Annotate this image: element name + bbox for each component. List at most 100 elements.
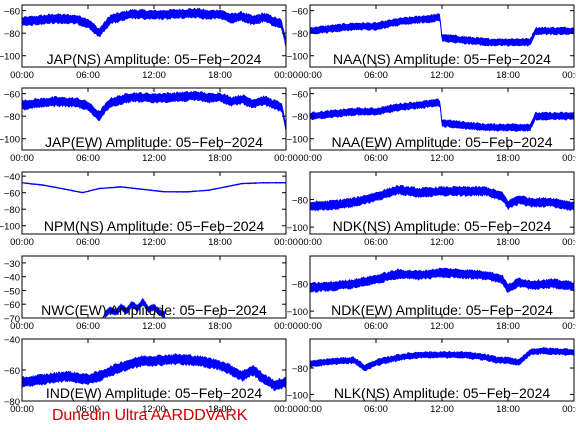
series-line-4-0: [22, 182, 286, 194]
x-tick-label: 06:00: [364, 153, 388, 164]
x-tick-label: 18:00: [208, 70, 232, 81]
series-line-7-0: [310, 271, 574, 290]
x-tick-label: 00:00: [298, 404, 322, 415]
panel-4: −100 −80 −60 −40 00:00 06:00 12:00 18:00 00:00 NP…: [0, 171, 298, 248]
series-band-7-0: [310, 267, 574, 293]
y-tick-label: −80: [292, 364, 308, 375]
series-line-0-0: [22, 12, 286, 45]
y-tick-label: −60: [4, 300, 20, 311]
panel-3: −100 −80 −60 00:00 06:00 12:00 18:00 00:00 NAA(E…: [287, 87, 576, 164]
x-tick-label: 18:00: [496, 321, 520, 332]
y-tick-label: −60: [4, 90, 20, 101]
y-tick-label: −100: [0, 52, 20, 63]
y-tick-label: −80: [292, 112, 308, 123]
x-tick-label: 18:00: [208, 321, 232, 332]
panel-title: NWC(EW) Amplitude: 05−Feb−2024: [41, 302, 267, 318]
x-tick-label: 18:00: [496, 237, 520, 248]
x-tick-label: 00:00: [562, 70, 576, 81]
y-tick-label: −60: [4, 7, 20, 18]
series-band-3-0: [310, 98, 574, 132]
x-tick-label: 06:00: [364, 404, 388, 415]
x-tick-label: 18:00: [208, 237, 232, 248]
series-line-9-0: [310, 350, 574, 369]
panel-9: −100 −80 00:00 06:00 12:00 18:00 00:00 NLK(NS) …: [287, 338, 576, 415]
panel-title: NDK(NS) Amplitude: 05−Feb−2024: [333, 218, 552, 234]
x-tick-label: 12:00: [430, 237, 454, 248]
x-tick-label: 12:00: [430, 321, 454, 332]
x-tick-label: 00:00: [562, 153, 576, 164]
x-tick-label: 12:00: [430, 153, 454, 164]
panel-5: −100 −80 00:00 06:00 12:00 18:00 00:00 NDK(NS) …: [287, 171, 576, 248]
x-tick-label: 00:00: [562, 237, 576, 248]
x-tick-label: 06:00: [364, 237, 388, 248]
y-tick-label: −80: [4, 397, 20, 408]
series-band-0-0: [22, 7, 286, 49]
x-tick-label: 06:00: [364, 70, 388, 81]
y-tick-label: −30: [4, 259, 20, 270]
series-line-3-0: [310, 102, 574, 128]
x-tick-label: 06:00: [364, 321, 388, 332]
series-band-9-0: [310, 347, 574, 372]
panel-title: IND(EW) Amplitude: 05−Feb−2024: [46, 385, 263, 401]
x-tick-label: 18:00: [208, 153, 232, 164]
y-tick-label: −80: [292, 196, 308, 207]
y-tick-label: −80: [292, 280, 308, 291]
x-tick-label: 12:00: [142, 404, 166, 415]
panel-title: JAP(NS) Amplitude: 05−Feb−2024: [47, 51, 262, 67]
series-band-5-0: [310, 184, 574, 212]
y-tick-label: −100: [0, 222, 20, 233]
panel-title: JAP(EW) Amplitude: 05−Feb−2024: [45, 134, 263, 150]
y-tick-label: −80: [292, 29, 308, 40]
y-tick-label: −100: [287, 52, 308, 63]
x-tick-label: 00:00: [10, 153, 34, 164]
y-tick-label: −50: [4, 286, 20, 297]
y-tick-label: −80: [4, 112, 20, 123]
series-band-6-0: [104, 297, 165, 318]
y-tick-label: −60: [4, 189, 20, 200]
panel-2: −100 −80 −60 00:00 06:00 12:00 18:00 00:00 JAP(E…: [0, 87, 298, 164]
panel-title: NAA(EW) Amplitude: 05−Feb−2024: [331, 134, 552, 150]
x-tick-label: 00:00: [10, 70, 34, 81]
x-tick-label: 18:00: [208, 404, 232, 415]
panel-title: NPM(NS) Amplitude: 05−Feb−2024: [44, 218, 264, 234]
y-tick-label: −100: [0, 135, 20, 146]
x-tick-label: 00:00: [298, 153, 322, 164]
x-tick-label: 00:00: [10, 321, 34, 332]
series-line-6-0: [104, 300, 166, 316]
x-tick-label: 00:00: [274, 153, 298, 164]
panel-title: NLK(NS) Amplitude: 05−Feb−2024: [334, 385, 551, 401]
x-tick-label: 12:00: [142, 153, 166, 164]
y-tick-label: −60: [292, 7, 308, 18]
footer-credit: Dunedin Ultra AARDDVARK: [52, 407, 248, 424]
x-tick-label: 00:00: [562, 404, 576, 415]
x-tick-label: 00:00: [10, 404, 34, 415]
panel-7: −100 −80 00:00 06:00 12:00 18:00 00:00 NDK(EW) …: [287, 255, 576, 332]
x-tick-label: 00:00: [274, 237, 298, 248]
panel-title: NDK(EW) Amplitude: 05−Feb−2024: [331, 302, 553, 318]
y-tick-label: −40: [4, 273, 20, 284]
x-tick-label: 00:00: [274, 70, 298, 81]
y-tick-label: −100: [287, 390, 308, 401]
panel-8: −80 −60 −40 00:00 06:00 12:00 18:00 00:00 IND(EW…: [4, 335, 298, 415]
y-tick-label: −40: [4, 172, 20, 183]
x-tick-label: 06:00: [76, 321, 100, 332]
x-tick-label: 12:00: [142, 321, 166, 332]
x-tick-label: 06:00: [76, 404, 100, 415]
x-tick-label: 00:00: [274, 321, 298, 332]
y-tick-label: −80: [4, 29, 20, 40]
series-band-8-0: [22, 353, 286, 392]
x-tick-label: 06:00: [76, 237, 100, 248]
x-tick-label: 12:00: [142, 237, 166, 248]
panel-title: NAA(NS) Amplitude: 05−Feb−2024: [333, 51, 551, 67]
panel-6: −70 −60 −50 −40 −30 00:00 06:00 12:00 18:00 00:00…: [4, 255, 298, 332]
x-tick-label: 18:00: [496, 404, 520, 415]
y-tick-label: −80: [4, 205, 20, 216]
series-band-1-0: [310, 13, 574, 47]
x-tick-label: 06:00: [76, 70, 100, 81]
x-tick-label: 12:00: [430, 404, 454, 415]
panel-1: −100 −80 −60 00:00 06:00 12:00 18:00 00:00 NAA(N…: [287, 4, 576, 81]
y-tick-label: −70: [4, 314, 20, 325]
x-tick-label: 06:00: [76, 153, 100, 164]
y-tick-label: −60: [292, 90, 308, 101]
